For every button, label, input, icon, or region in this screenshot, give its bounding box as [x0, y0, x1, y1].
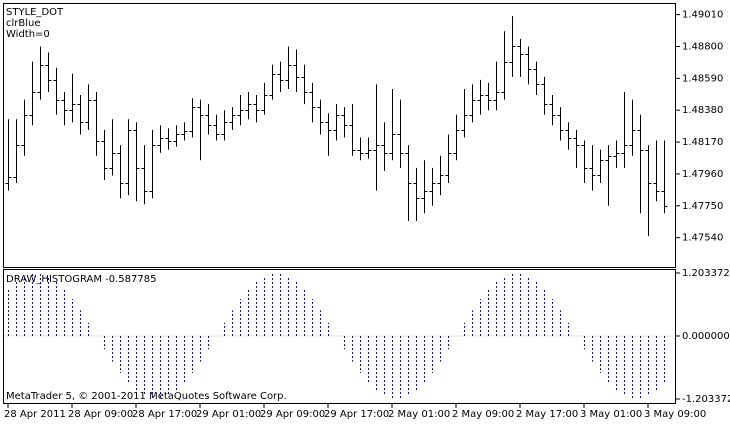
sub-title: DRAW_HISTOGRAM -0.587785: [6, 274, 156, 285]
x-tick-label: 29 Apr 09:00: [260, 409, 325, 420]
x-tick-label: 2 May 17:00: [516, 409, 578, 420]
y-tick-label: 1.49010: [682, 10, 723, 21]
x-tick-label: 3 May 09:00: [644, 409, 706, 420]
y-tick-label: 1.47540: [682, 233, 723, 244]
x-tick-label: 28 Apr 17:00: [132, 409, 197, 420]
y-tick-label: 1.47750: [682, 201, 723, 212]
x-tick-label: 29 Apr 01:00: [196, 409, 261, 420]
footer: MetaTrader 5, © 2001-2011 MetaQuotes Sof…: [6, 391, 287, 402]
y-tick-label: 1.48170: [682, 137, 723, 148]
x-tick-label: 2 May 09:00: [452, 409, 514, 420]
x-tick-label: 2 May 01:00: [388, 409, 450, 420]
y-tick-label: 1.48800: [682, 41, 723, 52]
y-tick-label: 1.203372: [682, 268, 730, 279]
y-tick-label: 1.48380: [682, 105, 723, 116]
x-tick-label: 3 May 01:00: [580, 409, 642, 420]
sub-panel: [3, 269, 676, 404]
note: STYLE_DOT: [6, 7, 64, 18]
x-tick-label: 28 Apr 2011: [4, 409, 66, 420]
main-panel: [3, 3, 676, 268]
y-tick-label: -1.203372: [682, 394, 730, 405]
y-tick-label: 1.48590: [682, 73, 723, 84]
y-tick-label: 0.000000: [682, 331, 730, 342]
note: clrBlue: [6, 18, 41, 29]
x-tick-label: 29 Apr 17:00: [324, 409, 389, 420]
y-tick-label: 1.47960: [682, 169, 723, 180]
x-tick-label: 28 Apr 09:00: [68, 409, 133, 420]
note: Width=0: [6, 29, 50, 40]
